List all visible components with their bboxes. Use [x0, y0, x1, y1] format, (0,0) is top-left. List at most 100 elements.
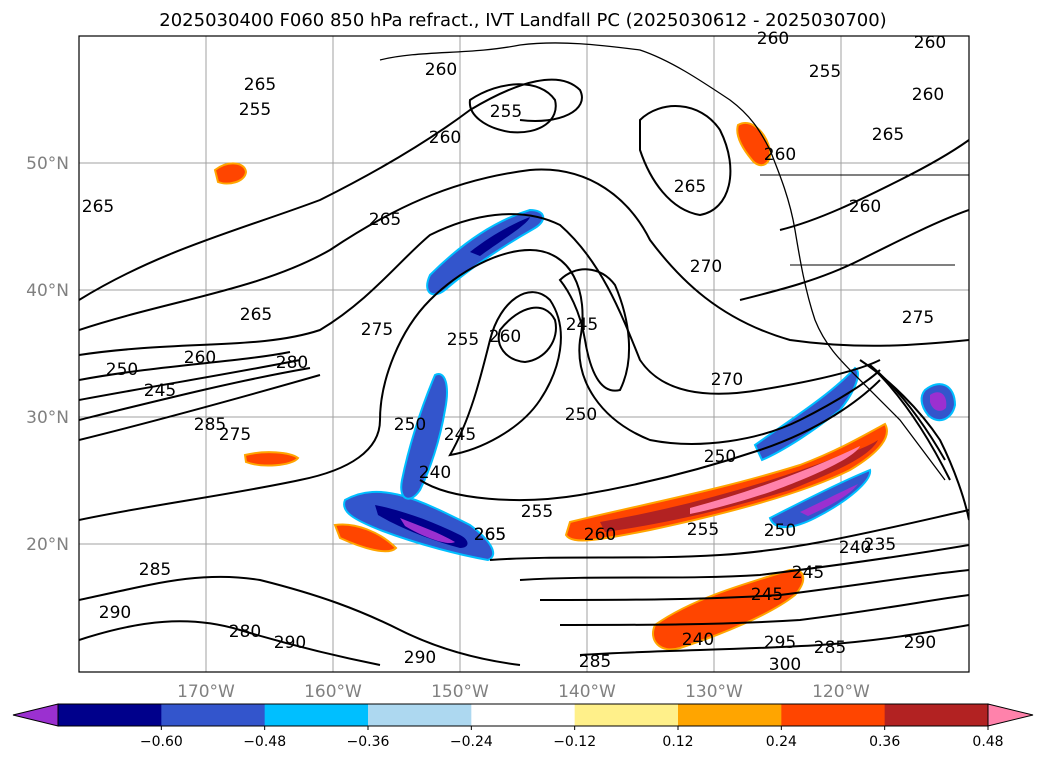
contour-value-label: 240 [839, 538, 871, 558]
contour-line [739, 209, 969, 301]
contour-value-label: 290 [99, 603, 131, 623]
contour-value-label: 260 [764, 145, 796, 165]
contour-value-label: 265 [674, 177, 706, 197]
lat-label: 20°N [26, 535, 69, 555]
contour-value-label: 265 [244, 75, 276, 95]
contour-value-label: 245 [566, 315, 598, 335]
contour-value-label: 280 [276, 353, 308, 373]
negative-purple-coast [930, 392, 947, 411]
contour-line [779, 139, 969, 231]
negative-purple-west [400, 518, 455, 544]
contour-value-label: 260 [425, 60, 457, 80]
contour-line [79, 248, 881, 521]
colorbar-segment [58, 704, 162, 726]
contour-value-label: 235 [864, 535, 896, 555]
contour-value-label: 255 [239, 100, 271, 120]
contour-line [79, 168, 969, 347]
contour-value-label: 245 [751, 585, 783, 605]
negative-purple-southeast [800, 484, 858, 516]
contour-value-label: 300 [769, 655, 801, 675]
contour-value-label: 255 [521, 502, 553, 522]
positive-plume-west-edge [564, 422, 888, 542]
contour-line [468, 83, 557, 134]
contour-value-label: 260 [489, 327, 521, 347]
lat-label: 30°N [26, 408, 69, 428]
map-frame [78, 35, 970, 673]
contour-line [79, 359, 301, 401]
colorbar-tick-label: −0.36 [347, 734, 390, 750]
contour-labels: 2602552602652652652602502452852752802752… [82, 29, 946, 675]
contour-value-label: 255 [447, 330, 479, 350]
colorbar-frame [57, 703, 989, 727]
contour-value-label: 275 [361, 320, 393, 340]
colorbar-segment [264, 704, 369, 726]
contour-line [79, 367, 311, 421]
contour-value-label: 255 [809, 62, 841, 82]
positive-patch-gulf [213, 162, 248, 185]
contour-value-label: 265 [474, 525, 506, 545]
contour-line [497, 306, 557, 364]
contour-value-label: 265 [82, 197, 114, 217]
contour-value-label: 265 [872, 125, 904, 145]
ivt-fill-shading [213, 122, 957, 651]
colorbar-tick-label: 0.12 [662, 734, 693, 750]
contour-value-label: 260 [184, 348, 216, 368]
contour-value-label: 245 [144, 381, 176, 401]
contour-value-label: 260 [914, 33, 946, 53]
contour-value-label: 265 [474, 525, 506, 545]
contour-value-label: 260 [912, 85, 944, 105]
contour-value-label: 250 [764, 521, 796, 541]
lon-label: 130°W [685, 682, 743, 702]
colorbar-tick-label: 0.48 [972, 734, 1003, 750]
colorbar-tick-label: −0.60 [140, 734, 183, 750]
negative-streak-southeast [768, 468, 872, 528]
contour-value-label: 260 [849, 197, 881, 217]
positive-plume-south [652, 568, 805, 651]
contour-value-label: 285 [579, 652, 611, 672]
colorbar-extend-low [12, 703, 59, 727]
colorbar-tick-label: 0.36 [869, 734, 900, 750]
contour-value-label: 290 [274, 633, 306, 653]
lon-label: 170°W [177, 682, 235, 702]
lat-label: 50°N [26, 154, 69, 174]
map-title: 2025030400 F060 850 hPa refract., IVT La… [159, 10, 886, 31]
contour-value-label: 240 [419, 463, 451, 483]
contour-line [639, 105, 732, 217]
coastline [379, 42, 969, 481]
contour-value-label: 290 [904, 633, 936, 653]
contour-value-label: 250 [394, 415, 426, 435]
lon-label: 140°W [558, 682, 616, 702]
contour-value-label: 260 [757, 29, 789, 49]
contour-value-label: 255 [687, 520, 719, 540]
contour-value-label: 270 [711, 370, 743, 390]
contour-line [489, 509, 969, 561]
contour-line [874, 369, 951, 481]
positive-plume-pink [690, 446, 860, 514]
contour-value-label: 280 [229, 622, 261, 642]
contour-value-label: 245 [792, 563, 824, 583]
colorbar-segment [781, 704, 886, 726]
lat-label: 40°N [26, 281, 69, 301]
contour-line [79, 575, 521, 666]
colorbar-segment [161, 704, 266, 726]
negative-plume-east [753, 366, 859, 462]
refractivity-contours [79, 78, 969, 666]
colorbar-segment [574, 704, 679, 726]
lon-label: 120°W [812, 682, 870, 702]
map-background [79, 36, 969, 672]
negative-streak-center [400, 373, 448, 500]
contour-value-label: 265 [369, 210, 401, 230]
colorbar-tick-label: 0.24 [766, 734, 797, 750]
contour-line [79, 213, 881, 395]
contour-line [419, 379, 881, 501]
positive-patch-hawaii [243, 451, 300, 467]
contour-value-label: 285 [194, 415, 226, 435]
colorbar-tick-label: −0.48 [243, 734, 286, 750]
contour-value-label: 260 [429, 128, 461, 148]
contour-line [448, 291, 562, 457]
contour-value-label: 250 [704, 447, 736, 467]
contour-line [79, 620, 381, 666]
contour-line [579, 624, 969, 656]
contour-line [519, 544, 969, 581]
